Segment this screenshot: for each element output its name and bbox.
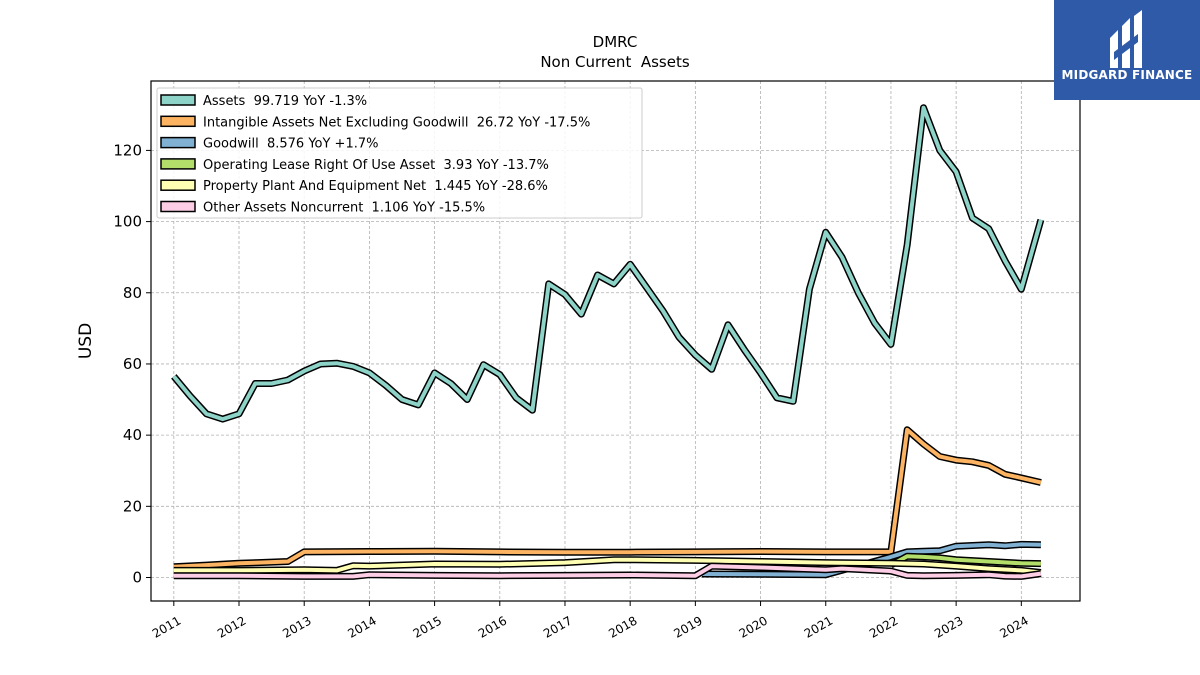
series-line [173,427,1042,569]
y-tick-label: 120 [113,141,142,159]
y-tick-label: 100 [113,213,142,231]
x-tick-label: 2014 [345,613,378,640]
series-line [701,542,1041,577]
x-tick-label: 2018 [606,613,639,640]
x-tick-label: 2023 [932,613,965,640]
legend-label: Property Plant And Equipment Net 1.445 Y… [203,179,548,194]
legend: Assets 99.719 YoY -1.3% Intangible Assets… [156,87,643,219]
x-tick-label: 2024 [997,613,1030,640]
chart-title: DMRC [593,33,638,51]
series-group [173,556,1042,576]
legend-label: Other Assets Noncurrent 1.106 YoY -15.5% [203,201,485,216]
x-tick-label: 2019 [671,613,704,640]
legend-swatch [160,158,196,170]
legend-swatch [160,136,196,149]
x-tick-label: 2020 [737,613,770,640]
legend-swatch [160,200,196,213]
brand-name: MIDGARD FINANCE [1061,68,1193,82]
y-tick-label: 40 [123,426,142,444]
series-line [173,564,1042,579]
legend-swatch [160,115,196,128]
y-axis-ticks: 0 20 40 60 80 100 120 [113,141,151,587]
legend-label: Operating Lease Right Of Use Asset 3.93 … [203,158,549,173]
series-line [172,105,1043,422]
x-tick-label: 2015 [411,613,444,640]
series-group [173,562,1042,580]
y-tick-label: 80 [123,284,142,302]
legend-swatch [160,179,196,191]
legend-box [156,87,643,219]
series-group [171,104,1045,423]
midgard-logo-icon [1110,10,1142,68]
series-lines [171,104,1045,580]
x-tick-label: 2013 [280,613,313,640]
series-group [701,540,1041,579]
chart-subtitle: Non Current Assets [540,53,690,71]
series-line [173,557,1042,575]
x-tick-label: 2022 [867,613,900,640]
series-group [889,552,1041,569]
x-tick-label: 2016 [476,613,509,640]
legend-swatch [160,94,196,106]
legend-label: Intangible Assets Net Excluding Goodwill… [203,115,590,130]
legend-label: Goodwill 8.576 YoY +1.7% [203,137,378,152]
y-tick-label: 0 [132,569,142,587]
legend-label: Assets 99.719 YoY -1.3% [203,94,367,109]
y-tick-label: 60 [123,355,142,373]
x-tick-label: 2017 [541,613,574,640]
series-line [889,554,1041,567]
x-tick-label: 2011 [150,613,183,640]
plot-frame [150,80,1081,602]
brand-logo: MIDGARD FINANCE [1054,0,1200,100]
y-axis-label: USD [76,323,96,359]
series-group [173,426,1042,571]
y-tick-label: 20 [123,497,142,515]
x-tick-label: 2021 [802,613,835,640]
x-axis-ticks: 2011 2012 2013 2014 2015 2016 2017 2018 2019 2020… [150,601,1031,641]
x-tick-label: 2012 [215,613,248,640]
